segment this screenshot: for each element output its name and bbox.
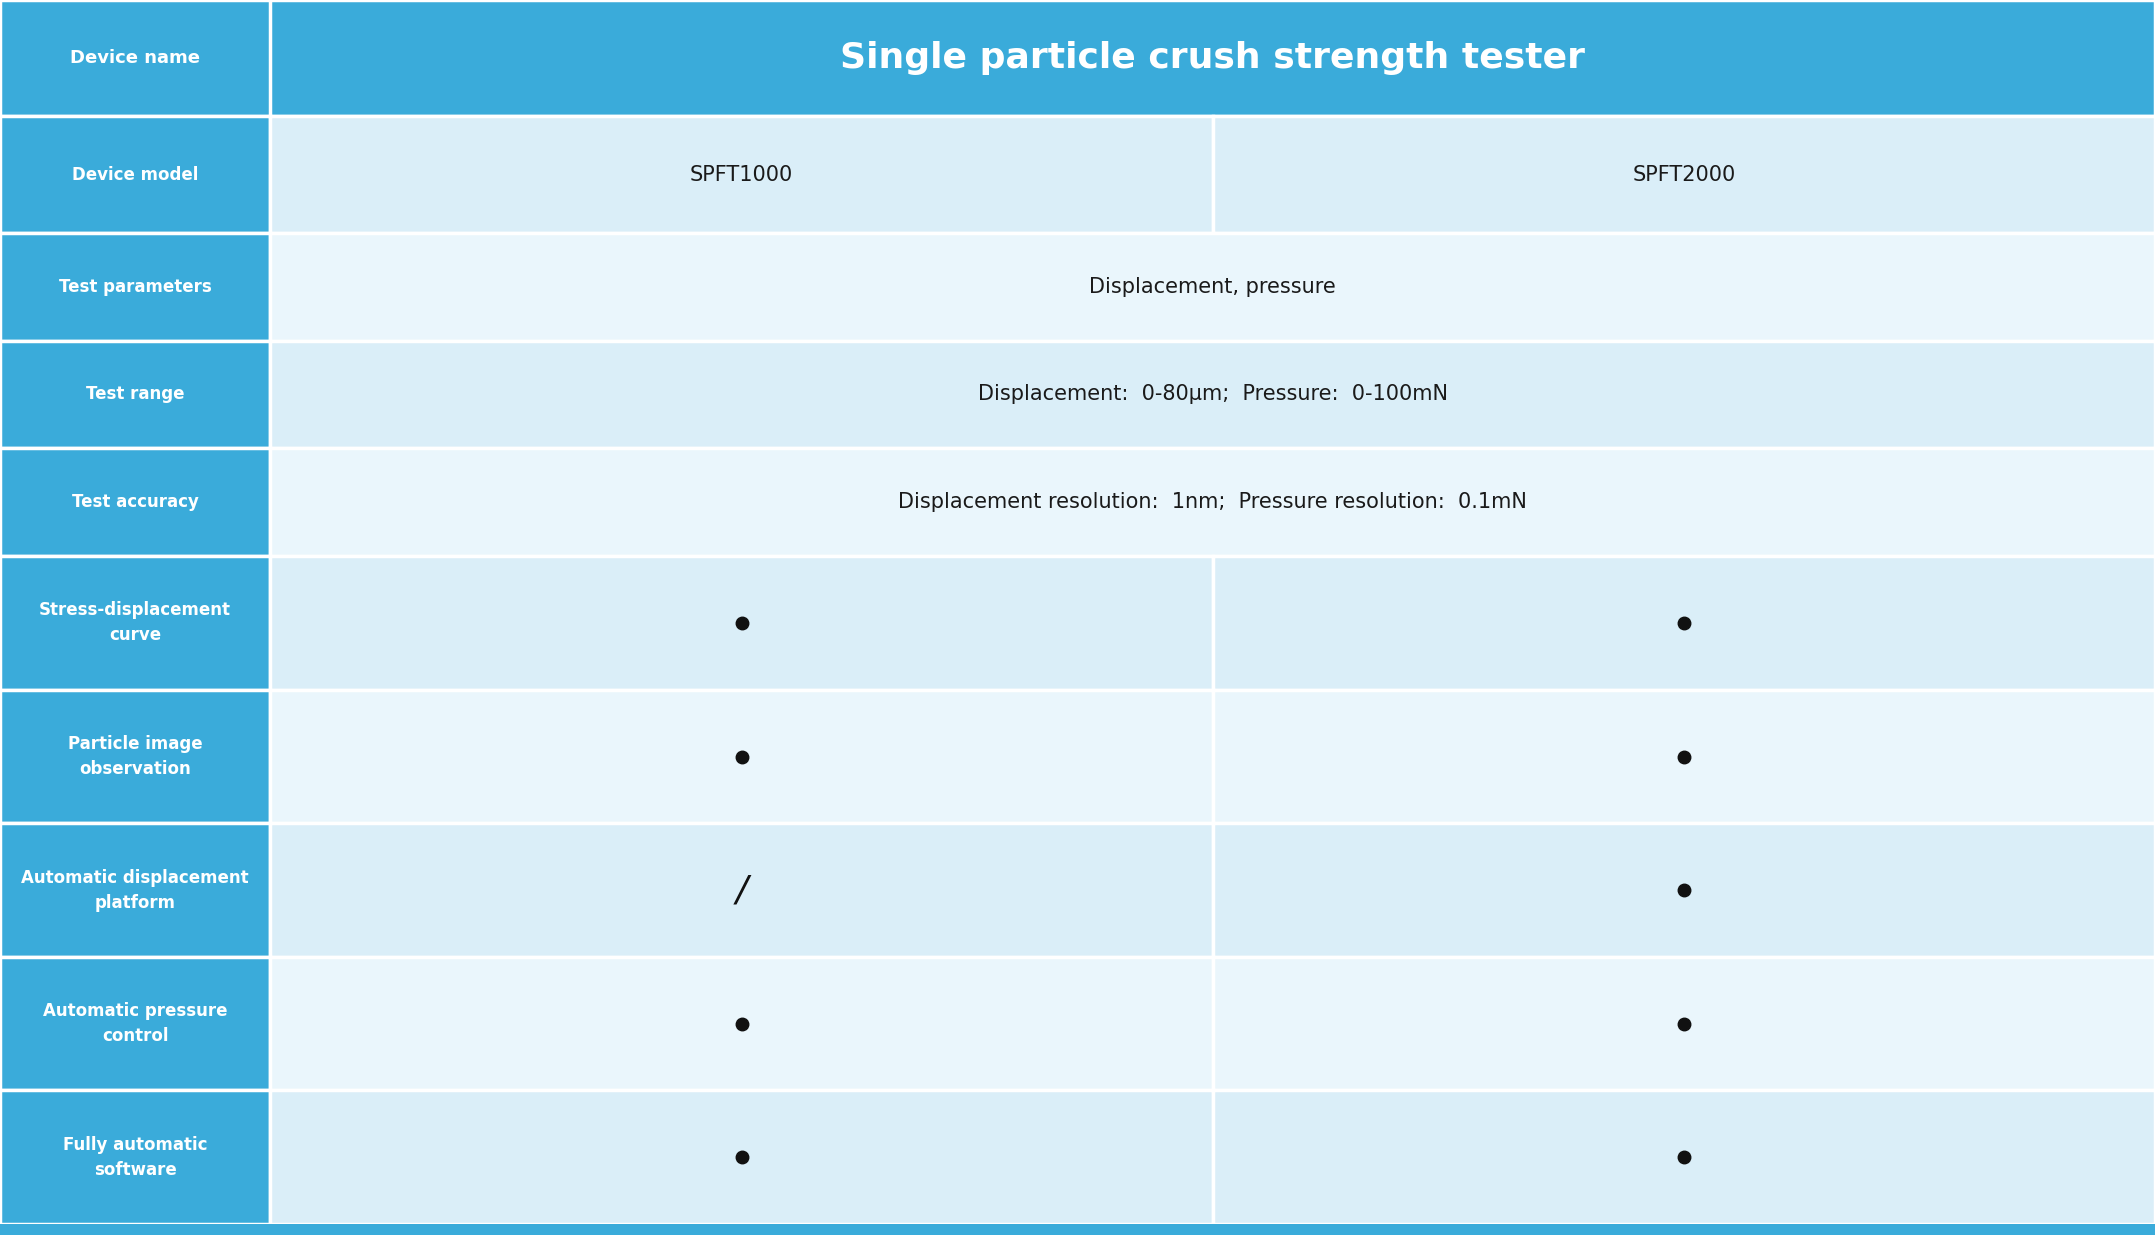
Bar — [0, 448, 272, 556]
Bar — [0, 824, 272, 957]
Bar — [272, 824, 1213, 957]
Bar — [272, 1091, 1213, 1224]
Bar — [272, 957, 1213, 1091]
Text: Stress-displacement
curve: Stress-displacement curve — [39, 601, 231, 645]
Text: Displacement:  0-80μm;  Pressure:  0-100mN: Displacement: 0-80μm; Pressure: 0-100mN — [978, 384, 1448, 405]
Bar — [0, 341, 272, 448]
Bar — [1213, 689, 2155, 824]
Bar — [0, 232, 272, 341]
Text: Test accuracy: Test accuracy — [71, 493, 198, 511]
Bar — [272, 116, 1213, 232]
Bar — [0, 556, 272, 689]
Bar — [0, 957, 272, 1091]
Bar — [1213, 957, 2155, 1091]
Text: Single particle crush strength tester: Single particle crush strength tester — [840, 41, 1586, 75]
Bar — [0, 689, 272, 824]
Text: Test parameters: Test parameters — [58, 278, 211, 295]
Text: Automatic displacement
platform: Automatic displacement platform — [22, 868, 250, 911]
Text: Displacement resolution:  1nm;  Pressure resolution:  0.1mN: Displacement resolution: 1nm; Pressure r… — [899, 493, 1528, 513]
Bar — [272, 341, 2155, 448]
Bar — [1213, 556, 2155, 689]
Bar — [0, 1224, 2155, 1235]
Text: Fully automatic
software: Fully automatic software — [62, 1136, 207, 1178]
Text: Displacement, pressure: Displacement, pressure — [1088, 277, 1336, 296]
Bar — [0, 116, 272, 232]
Bar — [0, 1091, 272, 1224]
Text: Particle image
observation: Particle image observation — [69, 735, 203, 778]
Text: Automatic pressure
control: Automatic pressure control — [43, 1002, 228, 1045]
Bar — [1213, 1091, 2155, 1224]
Text: Device name: Device name — [71, 49, 200, 67]
Bar — [272, 448, 2155, 556]
Text: /: / — [735, 873, 748, 906]
Bar — [272, 232, 2155, 341]
Bar — [272, 556, 1213, 689]
Text: Test range: Test range — [86, 385, 185, 404]
Bar — [0, 0, 2155, 116]
Bar — [1213, 824, 2155, 957]
Text: SPFT2000: SPFT2000 — [1631, 164, 1735, 184]
Text: SPFT1000: SPFT1000 — [690, 164, 793, 184]
Bar — [1213, 116, 2155, 232]
Bar — [272, 689, 1213, 824]
Text: Device model: Device model — [71, 165, 198, 184]
